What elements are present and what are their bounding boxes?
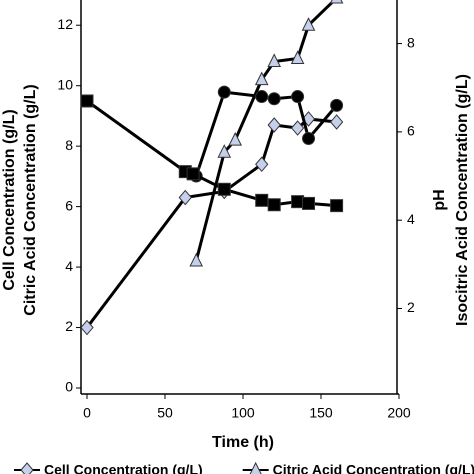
legend-label: Cell Concentration (g/L) [44, 462, 203, 474]
legend-marker [249, 461, 262, 474]
data-point [301, 17, 316, 31]
y-tick-label: 10 [57, 76, 73, 92]
data-point [267, 198, 281, 212]
data-point [189, 252, 204, 267]
legend-label: Citric Acid Concentration (g/L) [273, 462, 474, 474]
x-tick-label: 50 [157, 405, 173, 421]
data-point [255, 193, 269, 207]
x-tick-label: 150 [309, 405, 333, 421]
series-line [86, 99, 337, 208]
y-tick-label: 0 [65, 379, 73, 395]
data-point [254, 71, 269, 86]
data-point [217, 85, 231, 99]
y-tick-label: 8 [65, 137, 73, 153]
data-point [217, 182, 231, 196]
y-tick-label: 12 [57, 16, 73, 32]
y2-axis-title: Isocitric Acid Concentration (g/L) [454, 74, 471, 326]
data-point [255, 156, 269, 173]
y-axis-title: Cell Concentration (g/L) [1, 109, 18, 290]
y-tick-label: 6 [65, 197, 73, 213]
data-point [330, 98, 344, 112]
y2-axis-title: pH [431, 189, 448, 210]
data-point [228, 131, 243, 146]
data-point [80, 319, 94, 336]
data-point [267, 53, 282, 68]
data-point [290, 120, 305, 136]
data-point [267, 117, 281, 133]
y-axis-title: Citric Acid Concentration (g/L) [22, 84, 39, 315]
data-point [255, 90, 269, 104]
data-point [217, 144, 232, 158]
x-tick-label: 100 [231, 405, 255, 421]
data-point [267, 92, 281, 106]
y2-tick-label: 2 [407, 299, 415, 315]
data-point [329, 114, 344, 130]
legend-marker [20, 462, 34, 474]
x-tick-label: 0 [83, 405, 91, 421]
data-point [302, 132, 316, 146]
y2-tick-label: 4 [407, 211, 415, 227]
data-point [330, 199, 344, 213]
y-tick-label: 4 [65, 258, 73, 274]
data-point [186, 167, 200, 181]
series-line [85, 117, 337, 329]
data-point [329, 0, 344, 4]
x-tick-label: 200 [387, 405, 411, 421]
data-point [291, 195, 305, 209]
x-axis-title: Time (h) [212, 434, 274, 451]
data-point [302, 196, 316, 210]
y2-tick-label: 6 [407, 123, 415, 139]
y2-tick-label: 8 [407, 34, 415, 50]
data-point [291, 90, 305, 104]
y-tick-label: 2 [65, 318, 73, 334]
data-point [290, 50, 305, 64]
data-point [178, 189, 192, 206]
data-point [80, 94, 94, 108]
